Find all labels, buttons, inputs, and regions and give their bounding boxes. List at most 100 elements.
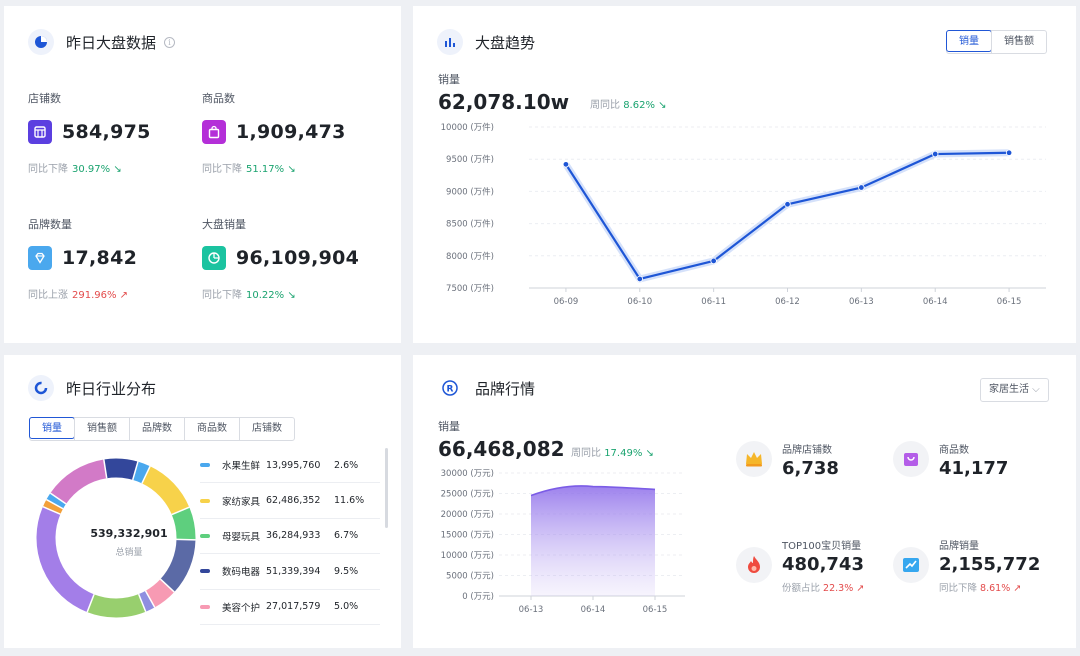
trend-toggle: 销量 销售额	[946, 30, 1047, 54]
legend-item[interactable]: 水果生鲜 13,995,760 2.6%	[200, 448, 380, 484]
donut-slice	[145, 578, 175, 608]
brand-card: R 品牌行情 家居生活 ⌵ 销量 66,468,082 周同比 17.49% ↘…	[413, 355, 1076, 648]
area-fill	[531, 485, 655, 596]
brand-stat-top100: TOP100宝贝销量 480,743 份额占比 22.3% ↗	[736, 537, 864, 594]
stat-label: 商品数	[202, 92, 235, 105]
arrow-down-icon: ↘	[658, 100, 667, 111]
legend-item[interactable]: 数码电器 51,339,394 9.5%	[200, 554, 380, 590]
industry-legend: 水果生鲜 13,995,760 2.6% 家纺家具 62,486,352 11.…	[200, 448, 380, 625]
y-tick-label: 30000 (万元)	[441, 469, 494, 479]
x-tick-label: 06-11	[701, 297, 726, 307]
shopping-bag-icon	[893, 441, 929, 477]
shop-icon	[28, 120, 52, 144]
stat-value: 96,109,904	[236, 247, 360, 269]
slice-separator	[103, 459, 108, 479]
stat-change: 同比下降 30.97% ↘	[28, 164, 122, 175]
legend-item[interactable]: 美容个护 27,017,579 5.0%	[200, 590, 380, 625]
brand-stat-sub: 同比下降 8.61% ↗	[939, 583, 1022, 594]
overview-header: 昨日大盘数据 i	[28, 29, 176, 55]
slice-separator	[131, 461, 139, 481]
stat-value: 584,975	[62, 121, 151, 143]
industry-title: 昨日行业分布	[66, 379, 157, 398]
series-line	[565, 151, 1010, 281]
stat-change: 同比下降 51.17% ↘	[202, 164, 296, 175]
brand-metric-label: 销量	[438, 420, 460, 433]
data-point	[784, 201, 791, 208]
donut-slice	[36, 506, 95, 613]
registered-icon: R	[437, 375, 463, 401]
industry-tabs: 销量 销售额 品牌数 商品数 店铺数	[29, 417, 295, 441]
slice-separator	[141, 465, 151, 484]
tab-brand-count[interactable]: 品牌数	[129, 418, 184, 440]
stat-brands: 品牌数量 17,842 同比上涨 291.96% ↗	[28, 216, 137, 301]
brand-stat-sub: 份额占比 22.3% ↗	[782, 583, 865, 594]
trend-metric-label: 销量	[438, 73, 460, 86]
tab-shop-count[interactable]: 店铺数	[239, 418, 294, 440]
y-tick-label: 20000 (万元)	[441, 510, 494, 520]
industry-donut-chart	[36, 458, 196, 618]
toggle-sales-volume[interactable]: 销量	[946, 30, 992, 52]
donut-slice	[87, 593, 146, 618]
donut-slice	[141, 466, 190, 515]
arrow-down-icon: ↘	[645, 448, 654, 459]
trend-metric-value: 62,078.10w	[438, 90, 570, 114]
y-tick-label: 8000 (万件)	[446, 251, 494, 262]
toggle-sales-amount[interactable]: 销售额	[991, 31, 1046, 53]
data-point	[562, 161, 570, 168]
legend-swatch	[200, 498, 210, 503]
donut-slice	[103, 458, 138, 480]
trend-title: 大盘趋势	[475, 33, 536, 52]
x-tick-label: 06-10	[627, 297, 652, 307]
overview-card: 昨日大盘数据 i 店铺数 584,975 同比下降 30.97% ↘ 商品数 1,…	[4, 6, 401, 343]
chevron-down-icon: ⌵	[1029, 384, 1040, 395]
y-tick-label: 10000 (万件)	[441, 122, 494, 133]
trend-icon	[893, 547, 929, 583]
x-tick-label: 06-09	[554, 297, 579, 307]
legend-scrollbar[interactable]	[385, 448, 388, 528]
x-tick-label: 06-15	[997, 297, 1022, 307]
x-tick-label: 06-13	[519, 605, 544, 615]
donut-slice	[138, 590, 155, 612]
overview-title: 昨日大盘数据	[66, 33, 157, 52]
stat-label: 品牌数量	[28, 218, 72, 231]
brand-title: 品牌行情	[475, 379, 536, 398]
legend-swatch	[200, 604, 210, 609]
data-point	[858, 184, 865, 191]
legend-swatch	[200, 569, 210, 574]
trend-wow: 周同比 8.62% ↘	[590, 100, 667, 111]
brand-metric-value: 66,468,082	[438, 437, 565, 461]
y-tick-label: 15000 (万元)	[441, 531, 494, 541]
series-line-glow	[562, 149, 1010, 283]
category-select[interactable]: 家居生活 ⌵	[980, 378, 1049, 402]
stat-shops: 店铺数 584,975 同比下降 30.97% ↘	[28, 90, 151, 175]
tab-sales-amount[interactable]: 销售额	[74, 418, 129, 440]
stat-change: 同比上涨 291.96% ↗	[28, 290, 129, 301]
x-tick-label: 06-15	[643, 605, 668, 615]
donut-icon	[28, 375, 54, 401]
legend-swatch	[200, 533, 210, 538]
legend-item[interactable]: 家纺家具 62,486,352 11.6%	[200, 483, 380, 519]
stat-products: 商品数 1,909,473 同比下降 51.17% ↘	[202, 90, 346, 175]
slice-separator	[86, 594, 95, 613]
stat-label: 店铺数	[28, 92, 61, 105]
trend-card: 大盘趋势 销量 销售额 销量 62,078.10w 周同比 8.62% ↘ 10…	[413, 6, 1076, 343]
trend-header: 大盘趋势	[437, 29, 535, 55]
slice-separator	[137, 593, 147, 613]
legend-swatch	[200, 463, 210, 468]
y-tick-label: 25000 (万元)	[441, 490, 494, 500]
arrow-down-icon: ↘	[284, 164, 296, 175]
data-point	[1005, 149, 1013, 156]
diamond-icon	[28, 246, 52, 270]
arrow-up-icon: ↗	[116, 290, 129, 301]
slice-separator	[159, 578, 175, 593]
legend-item[interactable]: 母婴玩具 36,284,933 6.7%	[200, 519, 380, 555]
info-icon[interactable]: i	[164, 36, 176, 48]
x-tick-label: 06-13	[849, 297, 874, 307]
bar-chart-icon	[437, 29, 463, 55]
stat-change: 同比下降 10.22% ↘	[202, 290, 296, 301]
x-tick-label: 06-14	[923, 297, 948, 307]
shopping-bag-icon	[202, 120, 226, 144]
tab-product-count[interactable]: 商品数	[184, 418, 239, 440]
tab-sales-volume[interactable]: 销量	[29, 417, 75, 439]
slice-separator	[46, 498, 64, 510]
